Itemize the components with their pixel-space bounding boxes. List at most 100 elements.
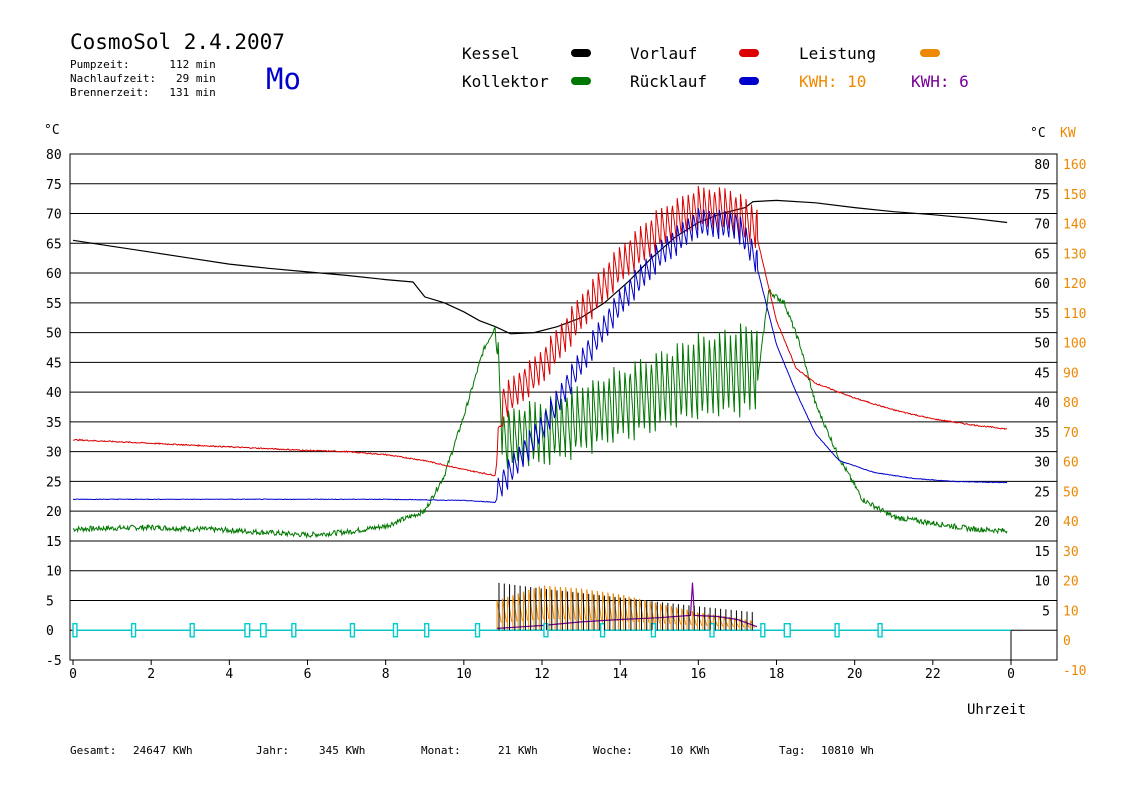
pumpe-pulse bbox=[783, 622, 791, 638]
x-tick-label: 10 bbox=[456, 667, 472, 682]
plot-frame bbox=[69, 153, 1058, 661]
gesamt-value: 24647 KWh bbox=[133, 744, 193, 757]
x-tick-label: 0 bbox=[1007, 667, 1015, 682]
legend-vorlauf-swatch bbox=[739, 49, 759, 57]
x-tick-label: 20 bbox=[847, 667, 863, 682]
y-tick-left: 50 bbox=[46, 327, 62, 342]
y-tick-right-c: 20 bbox=[1034, 515, 1050, 530]
y-tick-right-kw: 40 bbox=[1063, 515, 1079, 530]
y-tick-right-kw: 90 bbox=[1063, 366, 1079, 381]
x-tick-label: 12 bbox=[534, 667, 550, 682]
y-tick-right-kw: 110 bbox=[1063, 307, 1086, 322]
gesamt-label: Gesamt: bbox=[70, 744, 117, 757]
y-tick-left: 10 bbox=[46, 565, 62, 580]
monat-value: 21 KWh bbox=[498, 744, 538, 757]
pumpe-pulse bbox=[709, 622, 715, 638]
y-tick-right-c: 25 bbox=[1034, 485, 1050, 500]
y-tick-right-kw: 0 bbox=[1063, 634, 1071, 649]
pumpe-pulse bbox=[392, 622, 399, 638]
y-tick-right-kw: 100 bbox=[1063, 337, 1086, 352]
y-tick-left: 25 bbox=[46, 475, 62, 490]
y-tick-right-kw: 10 bbox=[1063, 604, 1079, 619]
y-tick-left: 15 bbox=[46, 535, 62, 550]
x-tick-label: 18 bbox=[769, 667, 785, 682]
y-tick-left: 75 bbox=[46, 178, 62, 193]
y-tick-left: 65 bbox=[46, 237, 62, 252]
y-tick-left: -5 bbox=[46, 654, 62, 669]
x-tick-label: 16 bbox=[691, 667, 707, 682]
x-tick-label: 2 bbox=[147, 667, 155, 682]
y-tick-right-c: 15 bbox=[1034, 545, 1050, 560]
tag-label: Tag: bbox=[779, 744, 806, 757]
x-tick-label: 8 bbox=[382, 667, 390, 682]
y-tick-right-c: 35 bbox=[1034, 426, 1050, 441]
y-tick-right-kw: 60 bbox=[1063, 456, 1079, 471]
y-tick-left: 20 bbox=[46, 505, 62, 520]
series-kessel bbox=[72, 199, 1008, 335]
y-tick-right-kw: 150 bbox=[1063, 188, 1086, 203]
y-tick-right-kw: 140 bbox=[1063, 218, 1086, 233]
pumpe-pulse bbox=[543, 622, 549, 638]
y-tick-left: 0 bbox=[46, 624, 54, 639]
y-tick-right-c: 55 bbox=[1034, 307, 1050, 322]
x-tick-label: 22 bbox=[925, 667, 941, 682]
legend-kwh-purple: KWH: 6 bbox=[911, 72, 969, 91]
jahr-label: Jahr: bbox=[256, 744, 290, 757]
pumpe-pulse bbox=[424, 622, 430, 638]
y-tick-right-c: 70 bbox=[1034, 218, 1050, 233]
pumpe-pulse bbox=[834, 622, 840, 638]
brennerzeit-text: Brennerzeit: 131 min bbox=[70, 86, 216, 99]
tag-value: 10810 Wh bbox=[821, 744, 874, 757]
y-axis-unit-kw: KW bbox=[1060, 126, 1076, 141]
pumpe-pulse bbox=[259, 622, 267, 638]
y-tick-right-kw: 120 bbox=[1063, 277, 1086, 292]
legend-leistung-label: Leistung bbox=[799, 44, 877, 63]
y-tick-right-c: 40 bbox=[1034, 396, 1050, 411]
y-tick-right-kw: 160 bbox=[1063, 158, 1086, 173]
legend-leistung-swatch bbox=[920, 49, 940, 57]
y-tick-left: 40 bbox=[46, 386, 62, 401]
y-axis-unit-left: °C bbox=[44, 123, 60, 138]
series-vorlauf bbox=[73, 185, 1008, 477]
y-tick-right-c: 5 bbox=[1042, 604, 1050, 619]
x-axis-label: Uhrzeit bbox=[967, 702, 1027, 718]
y-tick-right-c: 60 bbox=[1034, 277, 1050, 292]
pumpe-pulse bbox=[72, 622, 78, 638]
woche-value: 10 KWh bbox=[670, 744, 710, 757]
weekday-label: Mo bbox=[266, 62, 301, 96]
legend-kwh-orange: KWH: 10 bbox=[799, 72, 867, 91]
y-tick-right-c: 30 bbox=[1034, 456, 1050, 471]
y-tick-left: 30 bbox=[46, 446, 62, 461]
y-tick-right-kw: 20 bbox=[1063, 575, 1079, 590]
monat-label: Monat: bbox=[421, 744, 461, 757]
y-tick-left: 70 bbox=[46, 208, 62, 223]
woche-label: Woche: bbox=[593, 744, 633, 757]
pumpe-pulse bbox=[349, 622, 356, 638]
pumpe-pulse bbox=[760, 622, 766, 638]
y-tick-right-kw: 130 bbox=[1063, 247, 1086, 262]
pumpe-pulse bbox=[474, 622, 481, 638]
y-tick-left: 80 bbox=[46, 148, 62, 163]
y-tick-right-c: 45 bbox=[1034, 366, 1050, 381]
y-tick-right-c: 75 bbox=[1034, 188, 1050, 203]
y-tick-right-kw: -10 bbox=[1063, 664, 1086, 679]
pumpe-pulse bbox=[650, 622, 657, 638]
y-axis-unit-right: °C bbox=[1030, 126, 1046, 141]
x-tick-label: 6 bbox=[304, 667, 312, 682]
x-tick-label: 4 bbox=[225, 667, 233, 682]
pumpzeit-text: Pumpzeit: 112 min bbox=[70, 58, 216, 71]
y-tick-right-c: 80 bbox=[1034, 158, 1050, 173]
x-tick-label: 14 bbox=[612, 667, 628, 682]
legend-ruecklauf-swatch bbox=[739, 77, 759, 85]
pumpe-pulse bbox=[877, 622, 883, 638]
jahr-value: 345 KWh bbox=[319, 744, 366, 757]
legend-kessel-label: Kessel bbox=[462, 44, 520, 63]
y-tick-right-c: 10 bbox=[1034, 575, 1050, 590]
pumpe-pulse bbox=[291, 622, 297, 638]
legend-kollektor-swatch bbox=[571, 77, 591, 85]
y-tick-left: 35 bbox=[46, 416, 62, 431]
y-tick-right-c: 50 bbox=[1034, 337, 1050, 352]
chart-title: CosmoSol 2.4.2007 bbox=[70, 30, 285, 54]
pumpe-pulse bbox=[189, 622, 195, 638]
